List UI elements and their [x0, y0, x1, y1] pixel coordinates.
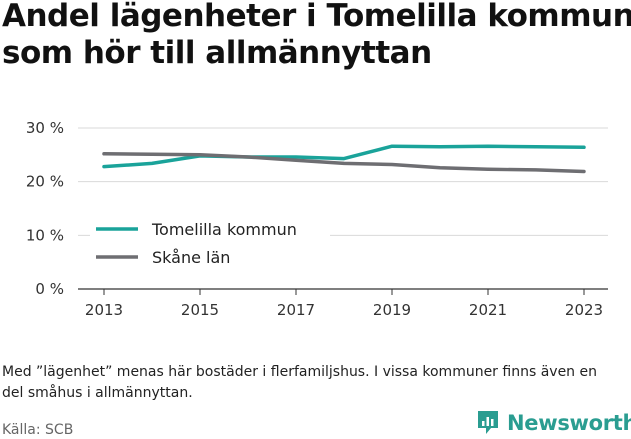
- source-label: Källa: SCB: [2, 422, 74, 438]
- title-line-2: som hör till allmännyttan: [2, 35, 432, 71]
- legend-background: [90, 248, 330, 270]
- line-chart: 0 % 10 % 20 % 30 % 2013 2015 2017 2019 2021 2023…: [26, 119, 608, 319]
- x-axis-ticks: 2013 2015 2017 2019 2021 2023: [85, 289, 603, 319]
- x-tick-label: 2017: [277, 301, 315, 319]
- y-tick-label: 10 %: [26, 226, 64, 244]
- series-line-tomelilla: [102, 144, 586, 169]
- newsworthy-logo-icon: [478, 411, 498, 434]
- x-tick-label: 2023: [565, 301, 603, 319]
- y-axis-ticks: 0 % 10 % 20 % 30 %: [26, 119, 64, 298]
- x-tick-label: 2015: [181, 301, 219, 319]
- y-tick-label: 30 %: [26, 119, 64, 137]
- chart-note: Med ”lägenhet” menas här bostäder i fler…: [2, 364, 597, 401]
- series-line-skane: [102, 152, 586, 174]
- newsworthy-logo[interactable]: Newsworthy: [476, 408, 631, 438]
- legend: Tomelilla kommun Skåne län: [90, 220, 330, 270]
- legend-label: Skåne län: [152, 248, 230, 267]
- series-lines: [102, 144, 586, 174]
- newsworthy-logo-text: Newsworthy: [507, 411, 631, 435]
- x-tick-label: 2019: [373, 301, 411, 319]
- x-tick-label: 2013: [85, 301, 123, 319]
- legend-background: [90, 220, 330, 242]
- chart-title: Andel lägenheter i Tomelilla kommun som …: [2, 0, 631, 72]
- legend-label: Tomelilla kommun: [151, 220, 297, 239]
- y-tick-label: 20 %: [26, 173, 64, 191]
- title-line-1: Andel lägenheter i Tomelilla kommun: [2, 0, 631, 34]
- y-tick-label: 0 %: [35, 280, 64, 298]
- x-tick-label: 2021: [469, 301, 507, 319]
